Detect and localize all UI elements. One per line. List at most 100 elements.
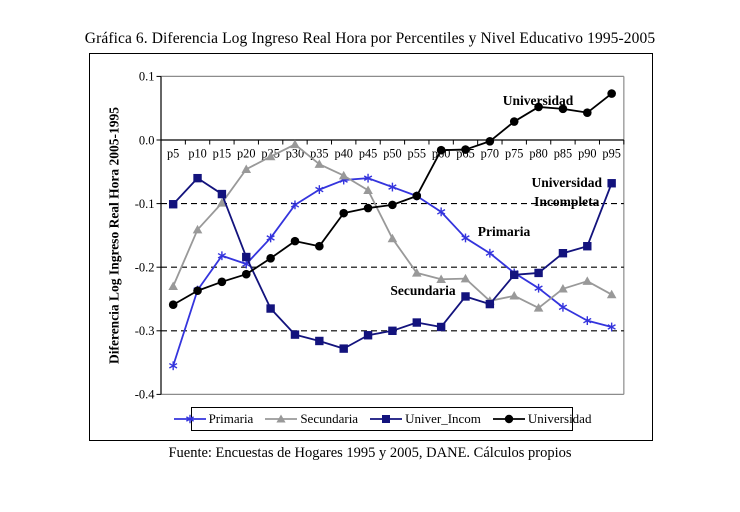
x-tick-label: p55 (408, 147, 426, 161)
legend-label-univer-incom: Univer_Incom (405, 411, 481, 426)
x-tick-label: p20 (237, 147, 255, 161)
series-marker-circle (607, 89, 616, 98)
series-marker-asterisk (461, 233, 470, 243)
series-marker-triangle (241, 164, 252, 173)
series-marker-square (315, 336, 324, 346)
series-marker-circle (193, 286, 202, 296)
series-marker-square (558, 249, 568, 258)
y-tick-label: -0.2 (135, 261, 155, 275)
legend-marker-primaria-asterisk-icon (173, 414, 206, 424)
y-axis-title: Diferencia Log Ingreso Real Hora 2005-19… (106, 106, 122, 365)
legend: Primaria Secundaria Univer_Incom Univers… (173, 407, 591, 431)
series-marker-square (534, 268, 543, 278)
series-marker-circle (266, 253, 275, 263)
series-marker-triangle (509, 291, 520, 300)
x-tick-label: p5 (167, 147, 179, 161)
series-marker-triangle (533, 303, 544, 312)
series-marker-square (510, 270, 519, 280)
series-marker-circle (388, 200, 397, 210)
series-marker-square (485, 299, 495, 309)
series-marker-triangle (606, 289, 617, 299)
series-marker-circle (534, 102, 543, 112)
legend-marker-universidad-circle-icon (492, 414, 525, 424)
x-tick-label: p80 (529, 147, 547, 161)
series-marker-square (290, 330, 300, 339)
series-marker-triangle (582, 276, 593, 285)
series-marker-square (583, 242, 592, 251)
series-marker-square (363, 331, 373, 340)
series-marker-circle (217, 277, 227, 287)
series-marker-asterisk (388, 182, 397, 192)
series-marker-asterisk (534, 283, 543, 293)
series-marker-circle (168, 300, 178, 310)
series-marker-triangle (168, 281, 178, 290)
series-marker-square (412, 318, 421, 327)
series-marker-circle (436, 145, 446, 155)
series-marker-triangle (290, 139, 300, 149)
chart-frame: 0.10.0-0.1-0.2-0.3-0.4p5p10p15p20p25p30p… (89, 53, 653, 441)
series-marker-circle (315, 241, 324, 251)
series-marker-asterisk (485, 248, 495, 258)
x-tick-label: p90 (578, 147, 596, 161)
series-marker-asterisk (169, 361, 178, 371)
series-marker-triangle (265, 151, 276, 161)
series-marker-square (242, 252, 251, 262)
series-marker-square (461, 292, 470, 301)
legend-label-primaria: Primaria (208, 411, 254, 426)
series-label-universidad-incompleta-line2: Incompleta (534, 194, 600, 209)
series-marker-triangle (192, 224, 203, 234)
series-marker-circle (241, 269, 251, 279)
source-note: Fuente: Encuestas de Hogares 1995 y 2005… (168, 445, 572, 461)
series-marker-circle (583, 108, 592, 117)
x-tick-label: p70 (481, 147, 499, 161)
series-marker-circle (363, 203, 373, 213)
plot-area: 0.10.0-0.1-0.2-0.3-0.4p5p10p15p20p25p30p… (135, 70, 625, 402)
x-tick-label: p50 (383, 147, 401, 161)
series-marker-square (388, 326, 397, 335)
series-marker-square (339, 344, 348, 353)
series-marker-square (436, 322, 446, 332)
x-tick-label: p15 (213, 147, 231, 161)
legend-marker-secundaria-triangle-icon (265, 414, 298, 423)
y-tick-label: -0.3 (135, 324, 155, 338)
legend-item-universidad: Universidad (492, 411, 592, 427)
series-marker-triangle (411, 268, 422, 277)
series-marker-square (217, 189, 227, 199)
series-marker-triangle (460, 273, 471, 283)
series-marker-circle (339, 208, 348, 218)
series-marker-circle (509, 117, 519, 126)
y-tick-label: -0.4 (135, 388, 156, 402)
legend-item-primaria: Primaria (173, 411, 254, 427)
series-marker-asterisk (436, 207, 446, 217)
x-tick-label: p95 (602, 147, 620, 161)
x-tick-label: p85 (554, 147, 572, 161)
series-marker-square (168, 200, 178, 209)
series-marker-square (607, 179, 616, 188)
y-tick-label: 0.1 (139, 70, 155, 84)
series-marker-asterisk (583, 316, 592, 326)
series-marker-asterisk (217, 251, 227, 261)
series-marker-circle (558, 104, 568, 114)
x-tick-label: p40 (334, 147, 352, 161)
chart-title: Gráfica 6. Diferencia Log Ingreso Real H… (84, 30, 656, 47)
series-marker-asterisk (266, 233, 275, 243)
series-marker-square (193, 173, 202, 183)
series-marker-asterisk (558, 302, 568, 312)
series-marker-circle (485, 136, 495, 146)
series-marker-triangle (338, 170, 349, 180)
series-marker-triangle (436, 274, 446, 283)
series-marker-asterisk (607, 322, 616, 332)
y-tick-label: -0.1 (135, 197, 155, 211)
x-tick-label: p30 (286, 147, 304, 161)
x-tick-label: p10 (188, 147, 206, 161)
series-label-primaria: Primaria (477, 224, 531, 239)
series-label-secundaria: Secundaria (390, 283, 456, 298)
legend-label-universidad: Universidad (527, 411, 592, 426)
series-marker-triangle (217, 198, 227, 207)
series-marker-square (266, 304, 275, 313)
legend-item-univer-incom: Univer_Incom (369, 411, 481, 427)
series-marker-triangle (387, 233, 398, 243)
series-marker-asterisk (290, 200, 300, 210)
series-label-universidad-incompleta: Universidad Incompleta (531, 173, 602, 211)
